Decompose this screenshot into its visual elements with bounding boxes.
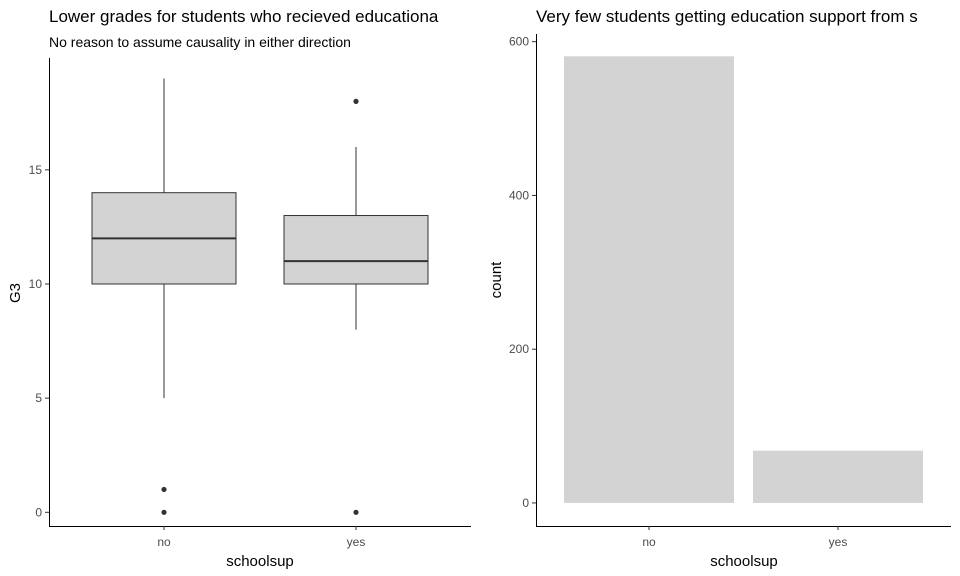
right-y-tick-label: 400 bbox=[509, 188, 529, 202]
left-chart-title: Lower grades for students who recieved e… bbox=[49, 7, 439, 26]
left-boxplot-panel: Lower grades for students who recieved e… bbox=[7, 7, 471, 570]
bar-no bbox=[564, 56, 734, 503]
right-x-tick-label: no bbox=[642, 535, 656, 549]
right-y-tick-label: 200 bbox=[509, 342, 529, 356]
right-x-axis-label: schoolsup bbox=[710, 553, 778, 570]
left-y-tick-label: 10 bbox=[29, 277, 43, 291]
outlier-point bbox=[161, 509, 167, 515]
left-y-axis-label: G3 bbox=[7, 283, 24, 303]
right-chart-title: Very few students getting education supp… bbox=[536, 7, 918, 26]
outlier-point bbox=[353, 98, 359, 104]
left-chart-subtitle: No reason to assume causality in either … bbox=[49, 34, 351, 50]
right-y-tick-label: 600 bbox=[509, 35, 529, 49]
box-iqr bbox=[283, 215, 429, 285]
left-x-tick-label: yes bbox=[347, 535, 366, 549]
left-x-axis-label: schoolsup bbox=[226, 553, 294, 570]
right-bar-panel: Very few students getting education supp… bbox=[488, 7, 951, 570]
left-y-tick-label: 5 bbox=[35, 391, 42, 405]
outlier-point bbox=[161, 486, 167, 493]
outlier-point bbox=[353, 509, 359, 515]
left-y-tick-label: 0 bbox=[35, 505, 42, 519]
bar-yes bbox=[753, 450, 923, 503]
right-y-axis-label: count bbox=[488, 261, 505, 299]
left-x-tick-label: no bbox=[157, 535, 171, 549]
left-y-tick-label: 15 bbox=[29, 163, 43, 177]
right-x-tick-label: yes bbox=[829, 535, 848, 549]
right-y-tick-label: 0 bbox=[522, 496, 529, 510]
